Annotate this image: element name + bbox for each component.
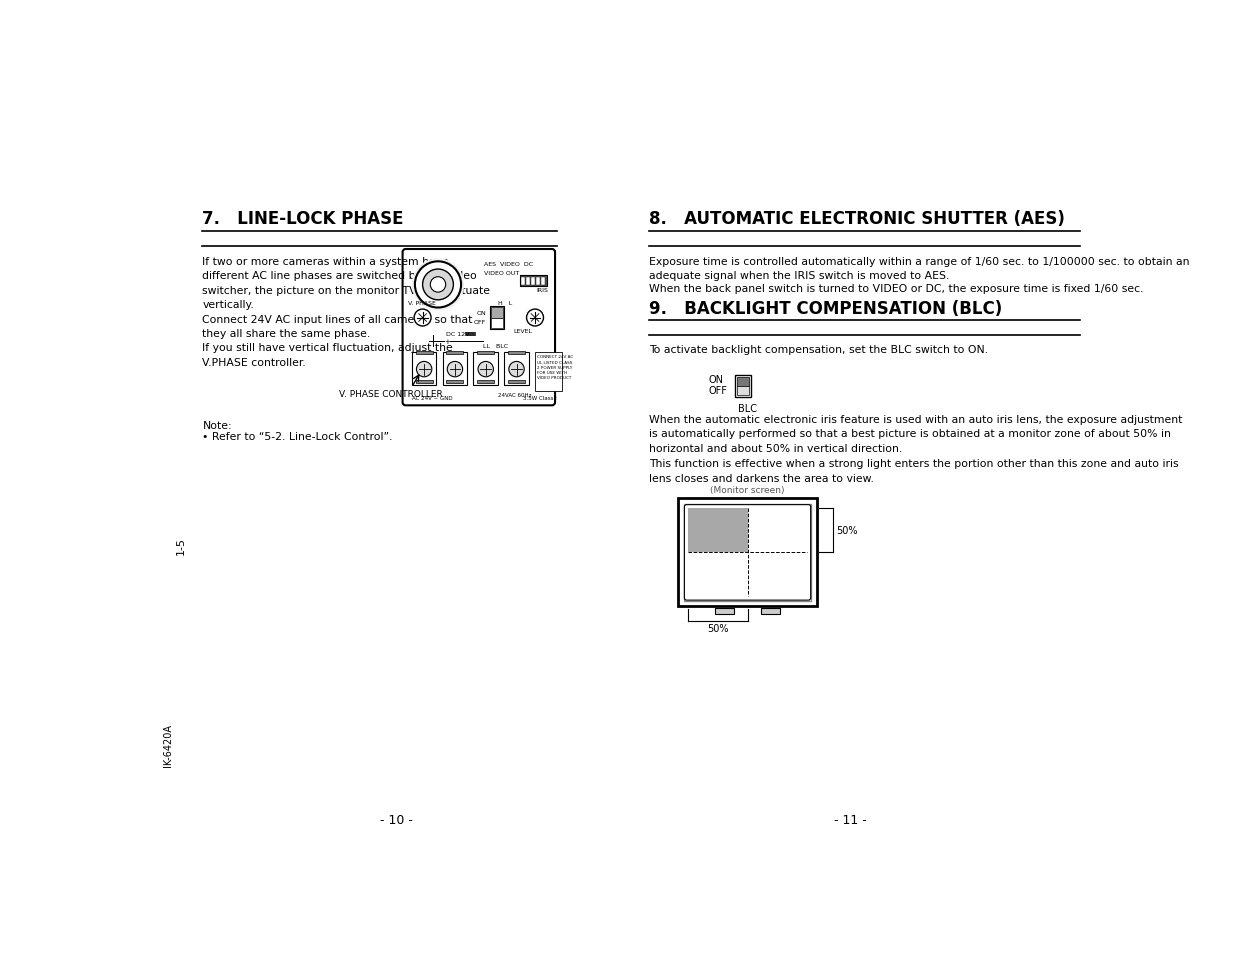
Bar xyxy=(443,353,468,385)
Text: IRIS: IRIS xyxy=(537,288,548,294)
Text: ON: ON xyxy=(476,311,486,315)
Text: 3.5W Class2: 3.5W Class2 xyxy=(523,395,557,401)
Bar xyxy=(737,387,750,395)
Bar xyxy=(491,318,503,329)
Text: V. PHASE CONTROLLER: V. PHASE CONTROLLER xyxy=(339,390,443,398)
Text: IK-6420A: IK-6420A xyxy=(163,723,173,766)
Bar xyxy=(520,275,547,287)
Text: • Refer to “5-2. Line-Lock Control”.: • Refer to “5-2. Line-Lock Control”. xyxy=(203,432,393,442)
Text: 50%: 50% xyxy=(836,526,857,536)
Bar xyxy=(416,352,433,355)
Bar xyxy=(688,509,747,553)
Text: DC 12V: DC 12V xyxy=(445,332,469,336)
Text: BLC: BLC xyxy=(737,403,757,414)
Circle shape xyxy=(417,362,432,377)
Bar xyxy=(491,308,503,318)
FancyBboxPatch shape xyxy=(684,505,810,600)
Bar xyxy=(762,608,779,615)
Text: 1-5: 1-5 xyxy=(176,537,186,554)
Text: 7.   LINE-LOCK PHASE: 7. LINE-LOCK PHASE xyxy=(203,211,403,228)
Text: H   L: H L xyxy=(499,300,512,306)
Bar xyxy=(447,352,464,355)
Text: V. PHASE: V. PHASE xyxy=(408,300,435,306)
Text: CONNECT 24V AC
UL LISTED CLASS
2 POWER SUPPLY
FOR USE WITH
VIDEO PRODUCT: CONNECT 24V AC UL LISTED CLASS 2 POWER S… xyxy=(537,355,573,380)
Bar xyxy=(477,352,495,355)
Bar xyxy=(541,277,546,286)
Text: ON: ON xyxy=(709,375,724,384)
Bar xyxy=(536,277,541,286)
Text: When the back panel switch is turned to VIDEO or DC, the exposure time is fixed : When the back panel switch is turned to … xyxy=(649,284,1143,294)
Text: LL   BLC: LL BLC xyxy=(482,344,507,349)
Text: +: + xyxy=(444,339,450,345)
Circle shape xyxy=(527,310,543,327)
Text: 9.   BACKLIGHT COMPENSATION (BLC): 9. BACKLIGHT COMPENSATION (BLC) xyxy=(649,299,1002,317)
Circle shape xyxy=(508,362,524,377)
Bar xyxy=(684,504,811,601)
Bar xyxy=(536,353,562,392)
Bar xyxy=(735,375,751,397)
Bar xyxy=(737,377,750,387)
Bar xyxy=(490,307,505,330)
Circle shape xyxy=(423,270,454,300)
Text: - 10 -: - 10 - xyxy=(380,813,413,825)
Text: OFF: OFF xyxy=(474,320,486,325)
Text: LEVEL: LEVEL xyxy=(513,328,532,334)
Text: AES  VIDEO  DC: AES VIDEO DC xyxy=(484,262,533,267)
Text: 24VAC 60Hz: 24VAC 60Hz xyxy=(499,393,532,397)
Text: - 11 -: - 11 - xyxy=(834,813,867,825)
Bar xyxy=(678,499,816,607)
Circle shape xyxy=(414,310,430,327)
Bar xyxy=(477,380,495,383)
Bar xyxy=(521,277,524,286)
Bar xyxy=(508,352,524,355)
Bar xyxy=(508,380,524,383)
Bar xyxy=(505,353,529,385)
Text: AC 24V ~ GND: AC 24V ~ GND xyxy=(412,395,453,401)
Text: VIDEO OUT: VIDEO OUT xyxy=(484,271,520,275)
Text: OFF: OFF xyxy=(709,386,727,395)
Bar xyxy=(412,353,437,385)
FancyBboxPatch shape xyxy=(402,250,555,406)
Text: This function is effective when a strong light enters the portion other than thi: This function is effective when a strong… xyxy=(649,459,1179,483)
Text: When the automatic electronic iris feature is used with an auto iris lens, the e: When the automatic electronic iris featu… xyxy=(649,415,1183,453)
Circle shape xyxy=(448,362,463,377)
Text: If two or more cameras within a system have
different AC line phases are switche: If two or more cameras within a system h… xyxy=(203,256,490,367)
Circle shape xyxy=(414,262,461,308)
Bar xyxy=(526,277,529,286)
Bar xyxy=(447,380,464,383)
Bar xyxy=(416,380,433,383)
Text: (Monitor screen): (Monitor screen) xyxy=(710,485,784,495)
Text: 8.   AUTOMATIC ELECTRONIC SHUTTER (AES): 8. AUTOMATIC ELECTRONIC SHUTTER (AES) xyxy=(649,211,1065,228)
Circle shape xyxy=(412,259,464,312)
Circle shape xyxy=(477,362,494,377)
Text: Note:: Note: xyxy=(203,420,233,431)
Circle shape xyxy=(430,277,445,293)
Text: Exposure time is controlled automatically within a range of 1/60 sec. to 1/10000: Exposure time is controlled automaticall… xyxy=(649,256,1190,281)
Bar xyxy=(531,277,536,286)
Bar xyxy=(474,353,499,385)
Text: To activate backlight compensation, set the BLC switch to ON.: To activate backlight compensation, set … xyxy=(649,345,988,355)
Text: 50%: 50% xyxy=(708,623,729,634)
Bar xyxy=(715,608,734,615)
